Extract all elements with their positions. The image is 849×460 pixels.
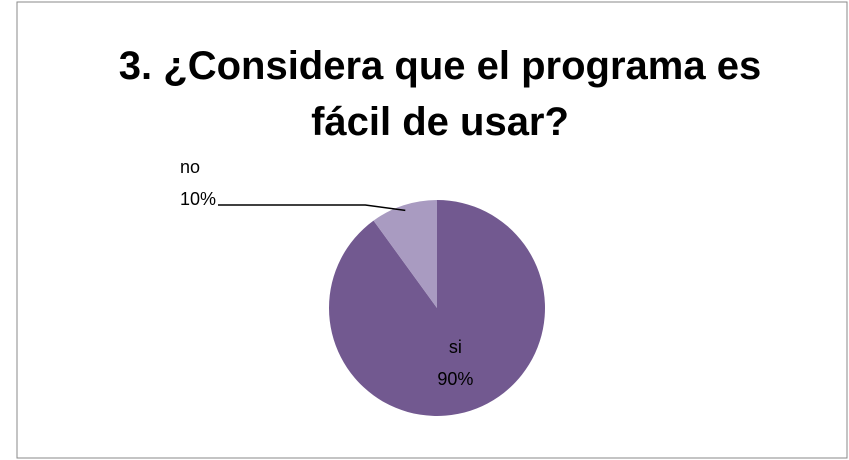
pie-slice	[373, 200, 437, 308]
data-label-category: si	[449, 337, 462, 357]
data-label-category: no	[180, 157, 200, 177]
chart-title: 3. ¿Considera que el programa es fácil d…	[118, 44, 762, 144]
data-label-value: 10%	[180, 189, 216, 209]
leader-line	[218, 204, 406, 212]
data-label-value: 90%	[437, 369, 473, 389]
